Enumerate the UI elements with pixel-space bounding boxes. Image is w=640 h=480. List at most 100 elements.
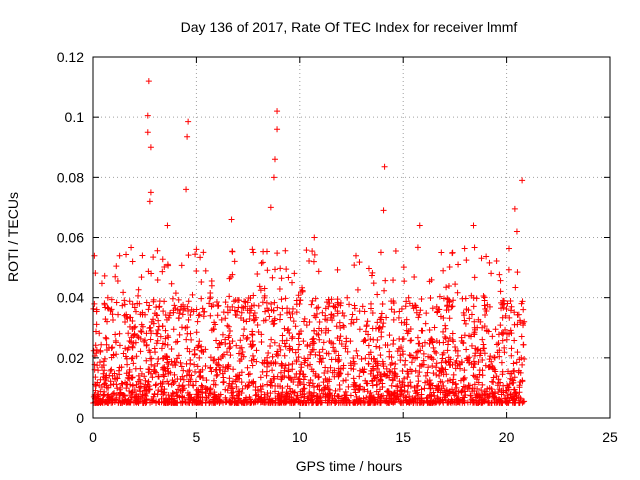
- data-point: [151, 345, 158, 352]
- data-point: [442, 325, 449, 332]
- data-point: [185, 307, 192, 314]
- data-point: [339, 309, 346, 316]
- data-point: [225, 323, 232, 330]
- data-point: [309, 248, 316, 255]
- data-point: [433, 399, 440, 406]
- data-point: [316, 349, 323, 356]
- data-point: [157, 380, 164, 387]
- data-point: [371, 355, 378, 362]
- data-point: [449, 250, 456, 257]
- data-point: [183, 336, 190, 343]
- data-point: [116, 364, 123, 371]
- data-point: [146, 386, 153, 393]
- data-point: [148, 361, 155, 368]
- data-point: [185, 316, 192, 323]
- data-point: [222, 299, 229, 306]
- data-point: [181, 305, 188, 312]
- data-point: [337, 365, 344, 372]
- data-point: [460, 340, 467, 347]
- data-point: [352, 389, 359, 396]
- data-point: [449, 336, 456, 343]
- data-point: [162, 367, 169, 374]
- data-point: [377, 352, 384, 359]
- data-point: [101, 367, 108, 374]
- data-point: [171, 302, 178, 309]
- data-point: [175, 352, 182, 359]
- data-point: [279, 389, 286, 396]
- data-point: [238, 369, 245, 376]
- data-point: [349, 311, 356, 318]
- data-point: [144, 129, 151, 136]
- data-point: [511, 205, 518, 212]
- data-point: [106, 398, 113, 405]
- data-point: [197, 368, 204, 375]
- data-point: [213, 372, 220, 379]
- data-point: [433, 303, 440, 310]
- data-point: [129, 374, 136, 381]
- data-point: [411, 302, 418, 309]
- data-point: [300, 381, 307, 388]
- data-point: [311, 340, 318, 347]
- data-point: [314, 383, 321, 390]
- data-point: [330, 302, 337, 309]
- data-point: [508, 352, 515, 359]
- data-point: [226, 345, 233, 352]
- data-point: [470, 222, 477, 229]
- data-point: [499, 297, 506, 304]
- data-point: [94, 362, 101, 369]
- data-point: [490, 379, 497, 386]
- data-point: [150, 254, 157, 261]
- data-point: [399, 381, 406, 388]
- data-point: [356, 259, 363, 266]
- data-point: [418, 295, 425, 302]
- data-point: [322, 384, 329, 391]
- data-point: [416, 311, 423, 318]
- data-point: [448, 303, 455, 310]
- data-point: [283, 266, 290, 273]
- data-point: [441, 333, 448, 340]
- data-point: [120, 392, 127, 399]
- data-point: [277, 346, 284, 353]
- data-point: [240, 353, 247, 360]
- y-tick-label: 0.1: [65, 109, 85, 125]
- data-point: [471, 329, 478, 336]
- data-point: [145, 378, 152, 385]
- data-point: [230, 378, 237, 385]
- data-point: [324, 399, 331, 406]
- data-point: [497, 322, 504, 329]
- data-point: [348, 320, 355, 327]
- data-point: [249, 352, 256, 359]
- data-point: [494, 382, 501, 389]
- data-point: [291, 374, 298, 381]
- data-point: [377, 314, 384, 321]
- data-point: [127, 392, 134, 399]
- data-point: [291, 270, 298, 277]
- data-point: [101, 272, 108, 279]
- data-point: [116, 330, 123, 337]
- data-point: [502, 398, 509, 405]
- data-point: [373, 343, 380, 350]
- data-point: [308, 301, 315, 308]
- data-point: [414, 382, 421, 389]
- data-point: [199, 399, 206, 406]
- data-point: [97, 348, 104, 355]
- data-point: [493, 373, 500, 380]
- data-point: [494, 349, 501, 356]
- data-point: [213, 337, 220, 344]
- data-point: [206, 300, 213, 307]
- data-point: [285, 367, 292, 374]
- data-point: [161, 373, 168, 380]
- data-point: [342, 388, 349, 395]
- data-point: [370, 336, 377, 343]
- data-point: [383, 397, 390, 404]
- data-point: [252, 392, 259, 399]
- data-point: [196, 311, 203, 318]
- data-point: [229, 385, 236, 392]
- data-point: [258, 386, 265, 393]
- data-point: [241, 326, 248, 333]
- data-point: [316, 393, 323, 400]
- data-point: [172, 339, 179, 346]
- data-point: [155, 355, 162, 362]
- data-point: [165, 361, 172, 368]
- data-point: [124, 315, 131, 322]
